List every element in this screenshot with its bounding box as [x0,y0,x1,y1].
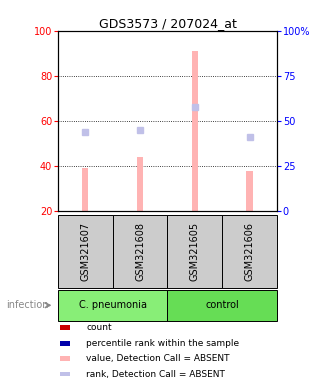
Text: GSM321606: GSM321606 [245,222,255,281]
Text: value, Detection Call = ABSENT: value, Detection Call = ABSENT [86,354,230,363]
Text: rank, Detection Call = ABSENT: rank, Detection Call = ABSENT [86,369,225,379]
Title: GDS3573 / 207024_at: GDS3573 / 207024_at [99,17,236,30]
Bar [168,290,277,321]
Bar [60,356,71,361]
Bar [60,341,71,346]
Bar [58,215,113,288]
Text: count: count [86,323,112,333]
Bar [168,215,222,288]
Text: GSM321608: GSM321608 [135,222,145,281]
Bar [113,215,168,288]
Bar [60,372,71,376]
Text: percentile rank within the sample: percentile rank within the sample [86,339,239,348]
Bar [60,326,71,330]
Bar [58,290,168,321]
Bar [82,168,88,211]
Bar [192,51,198,211]
Bar [222,215,277,288]
Text: GSM321605: GSM321605 [190,222,200,281]
Text: infection: infection [7,300,49,310]
Bar [247,170,253,211]
Text: GSM321607: GSM321607 [80,222,90,281]
Text: C. pneumonia: C. pneumonia [79,300,147,310]
Bar [137,157,143,211]
Text: control: control [206,300,239,310]
